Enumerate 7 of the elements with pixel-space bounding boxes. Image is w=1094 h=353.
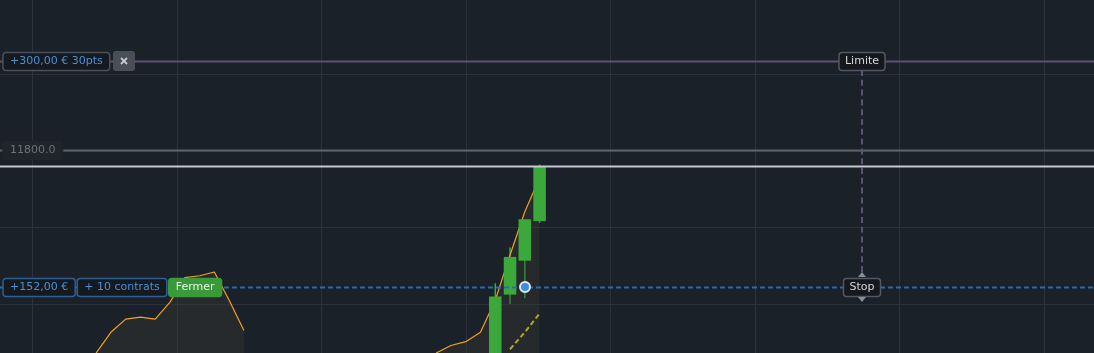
ref-line-label: Stop (849, 280, 875, 294)
annotation: +300,00 € 30pts (10, 54, 103, 68)
annotation: 11800.0 (10, 143, 56, 157)
annotation: + 10 contrats (84, 280, 161, 294)
ref-line-label: Limite (844, 54, 880, 68)
annotation: Fermer (175, 280, 216, 294)
annotation: +152,00 € (10, 280, 69, 294)
